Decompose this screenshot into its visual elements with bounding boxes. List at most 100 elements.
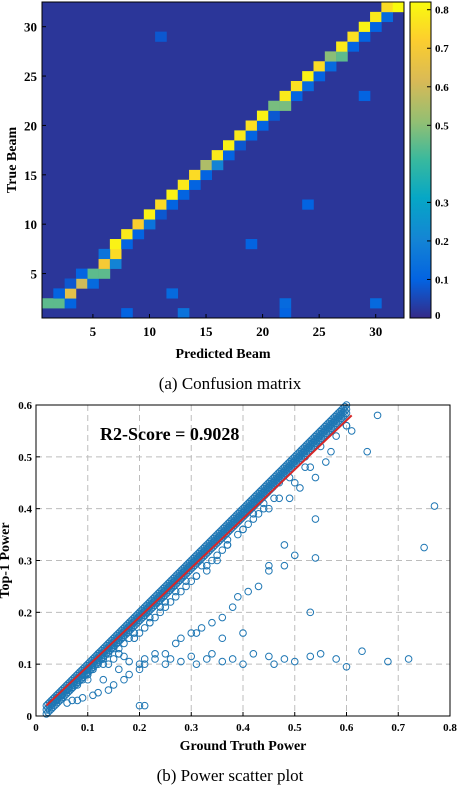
heatmap-cell xyxy=(75,268,88,279)
scatter-point xyxy=(89,691,97,700)
heatmap-cell xyxy=(121,229,133,240)
heatmap-cell xyxy=(42,298,54,309)
heatmap-cell xyxy=(121,239,133,250)
heatmap-y-tick-label: 15 xyxy=(24,168,38,183)
scatter-point xyxy=(244,587,252,596)
scatter-point xyxy=(140,701,149,710)
scatter-point xyxy=(202,561,211,570)
scatter-point xyxy=(265,652,273,661)
scatter-point xyxy=(130,634,139,643)
scatter-point xyxy=(285,494,294,503)
heatmap-cell xyxy=(279,100,292,111)
scatter-x-ticks: 0 0.1 0.2 0.3 0.4 0.5 0.6 0.7 0.8 xyxy=(33,712,457,734)
scatter-point xyxy=(234,530,242,539)
scatter-point xyxy=(249,650,258,658)
heatmap-cell xyxy=(155,31,167,42)
scatter-point xyxy=(275,494,284,503)
fit-line xyxy=(45,414,353,707)
scatter-point xyxy=(311,473,320,482)
colorbar-tick-label: 0.3 xyxy=(435,197,449,209)
scatter-y-tick-label: 0.5 xyxy=(18,452,32,464)
scatter-point xyxy=(316,442,325,451)
heatmap-cell xyxy=(347,41,360,52)
heatmap-cell xyxy=(370,298,382,309)
heatmap-cell xyxy=(200,160,212,171)
heatmap-cell xyxy=(177,179,190,190)
scatter-point xyxy=(63,699,71,707)
scatter-x-tick-label: 0.7 xyxy=(391,722,405,734)
scatter-y-tick-label: 0.2 xyxy=(18,607,32,619)
scatter-point xyxy=(311,554,320,562)
scatter-point xyxy=(140,655,149,663)
scatter-point xyxy=(99,675,108,684)
heatmap-cell xyxy=(166,189,179,200)
scatter-x-tick-label: 0.4 xyxy=(236,722,250,734)
heatmap-cell xyxy=(143,219,156,230)
heatmap-cell xyxy=(256,120,269,131)
scatter-point xyxy=(342,662,351,671)
heatmap-cell xyxy=(279,308,292,319)
colorbar-tick-label: 0.2 xyxy=(435,236,449,248)
heatmap-cell xyxy=(189,179,201,190)
scatter-point xyxy=(322,458,330,466)
scatter-point xyxy=(182,577,190,586)
heatmap-y-tick-label: 25 xyxy=(24,69,38,84)
heatmap-cell xyxy=(279,298,292,309)
heatmap-cell xyxy=(53,288,65,299)
scatter-point xyxy=(125,634,133,643)
scatter-point xyxy=(83,670,92,679)
scatter-point xyxy=(239,660,247,668)
colorbar-tick-label: 0.8 xyxy=(435,5,449,17)
heatmap-cell xyxy=(109,248,122,260)
heatmap-cell xyxy=(313,61,326,72)
scatter-point xyxy=(151,650,159,658)
scatter-point xyxy=(104,660,113,668)
heatmap-x-tick-label: 20 xyxy=(256,324,269,339)
scatter-y-tick-label: 0.4 xyxy=(18,504,32,516)
scatter-point xyxy=(161,603,170,611)
heatmap-cell xyxy=(155,199,167,210)
heatmap-cell xyxy=(177,308,190,319)
heatmap-y-tick-label: 5 xyxy=(31,267,38,282)
scatter-point xyxy=(187,577,196,586)
scatter-point xyxy=(182,582,190,591)
scatter-y-axis-label: Top-1 Power xyxy=(0,522,13,598)
heatmap-x-tick-label: 5 xyxy=(90,324,97,339)
scatter-x-tick-label: 0.8 xyxy=(443,722,457,734)
heatmap-cell xyxy=(211,160,224,171)
heatmap-cell xyxy=(189,169,201,181)
heatmap-y-ticks: 5 10 15 20 25 30 xyxy=(24,20,46,282)
scatter-y-tick-label: 0.1 xyxy=(18,659,32,671)
scatter-point xyxy=(332,432,340,440)
scatter-point xyxy=(296,484,304,492)
heatmap-y-tick-label: 20 xyxy=(24,118,37,133)
scatter-point xyxy=(363,447,372,456)
heatmap-cell xyxy=(381,11,393,23)
scatter-point xyxy=(327,447,335,456)
scatter-point xyxy=(94,660,102,668)
scatter-point xyxy=(290,478,299,487)
scatter-y-tick-label: 0.3 xyxy=(18,556,32,568)
scatter-point xyxy=(404,655,413,663)
scatter-point xyxy=(249,515,258,523)
scatter-point xyxy=(218,657,227,666)
heatmap-y-tick-label: 30 xyxy=(24,20,37,35)
scatter-point xyxy=(109,644,118,653)
scatter-point xyxy=(115,644,123,653)
confusion-matrix-panel: 5 10 15 20 25 30 5 10 15 20 25 30 Predicted Beam T… xyxy=(5,1,449,393)
scatter-point xyxy=(306,463,315,472)
heatmap-cell xyxy=(370,21,382,32)
heatmap-x-tick-label: 15 xyxy=(200,324,214,339)
scatter-x-axis-label: Ground Truth Power xyxy=(180,739,307,754)
heatmap-cell xyxy=(132,229,145,240)
scatter-point xyxy=(223,535,232,544)
scatter-point xyxy=(177,634,185,643)
heatmap-cell xyxy=(64,298,77,309)
scatter-point xyxy=(311,515,320,523)
scatter-point xyxy=(135,701,144,710)
scatter-point xyxy=(171,639,180,648)
scatter-point xyxy=(73,696,82,705)
scatter-point xyxy=(254,582,263,591)
scatter-point xyxy=(104,686,113,694)
